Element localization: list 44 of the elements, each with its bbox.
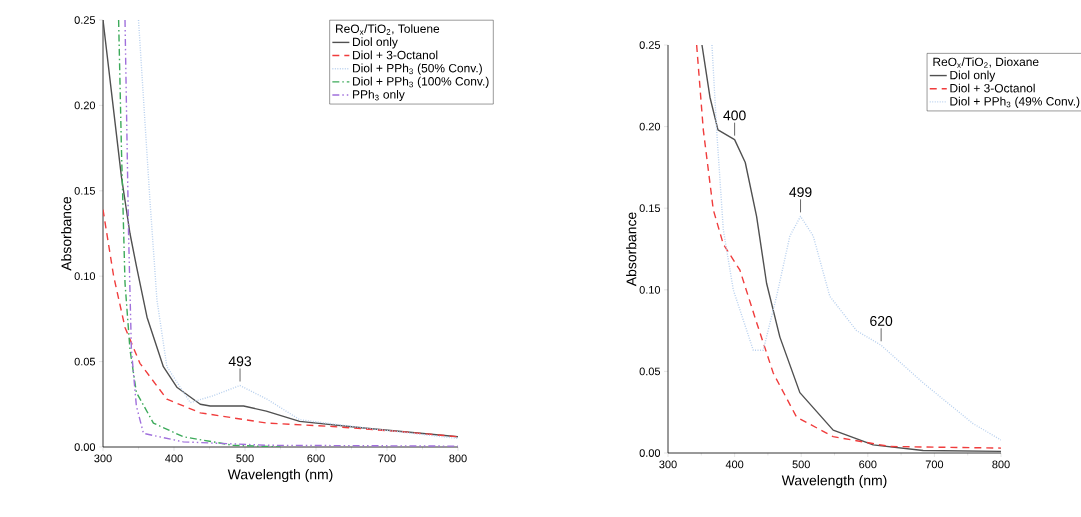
- x-tick-label: 400: [165, 454, 183, 463]
- x-tick-label: 700: [925, 460, 944, 469]
- legend-label: PPh$_{3}$ only: [353, 89, 405, 102]
- x-tick-label: 800: [449, 454, 467, 463]
- y-tick-label: 0.15: [639, 204, 661, 213]
- x-tick-label: 600: [859, 460, 877, 469]
- annotation: 499: [789, 187, 812, 198]
- x-tick-label: 300: [94, 454, 112, 463]
- line-series: [103, 208, 458, 438]
- x-tick-label: 400: [725, 460, 744, 469]
- x-tick-label: 500: [236, 454, 254, 463]
- y-tick-label: 0.10: [639, 285, 661, 294]
- x-axis-title: Wavelength (nm): [227, 469, 333, 483]
- legend-label: Diol + PPh$_{3}$ (49% Conv.): [950, 96, 1080, 108]
- x-tick-label: 500: [792, 460, 810, 469]
- y-tick-label: 0.05: [74, 357, 96, 366]
- y-tick-label: 0.25: [639, 41, 661, 49]
- legend-label: Diol + 3-Octanol: [950, 83, 1035, 93]
- legend-label: Diol + PPh$_{3}$ (50% Conv.): [353, 63, 482, 75]
- y-tick-label: 0.00: [639, 449, 661, 457]
- annotation: 620: [870, 316, 893, 326]
- y-axis-title: Absorbance: [626, 212, 637, 287]
- y-tick-label: 0.20: [639, 122, 661, 131]
- x-tick-label: 600: [307, 454, 325, 463]
- y-tick-label: 0.20: [74, 101, 96, 110]
- legend-title: ReO$_{x}$/TiO$_{2}$, Toluene: [336, 24, 440, 35]
- annotation: 400: [723, 110, 746, 121]
- legend-label: Diol + PPh$_{3}$ (100% Conv.): [353, 76, 489, 88]
- y-tick-label: 0.15: [74, 186, 96, 195]
- x-tick-label: 700: [378, 454, 396, 463]
- legend-label: Diol only: [950, 70, 996, 82]
- annotation: 493: [228, 356, 252, 367]
- x-tick-label: 300: [659, 460, 677, 469]
- y-tick-label: 0.05: [639, 367, 661, 376]
- legend-label: Diol only: [353, 37, 398, 49]
- x-tick-label: 800: [992, 460, 1010, 469]
- y-tick-label: 0.00: [74, 443, 96, 451]
- x-axis-title: Wavelength (nm): [781, 475, 887, 489]
- legend-label: Diol + 3-Octanol: [353, 50, 438, 60]
- y-tick-label: 0.25: [74, 16, 96, 24]
- legend-title: ReO$_{x}$/TiO$_{2}$, Dioxane: [933, 57, 1039, 68]
- y-tick-label: 0.10: [74, 272, 96, 281]
- y-axis-title: Absorbance: [61, 196, 72, 271]
- line-series: [117, 20, 282, 447]
